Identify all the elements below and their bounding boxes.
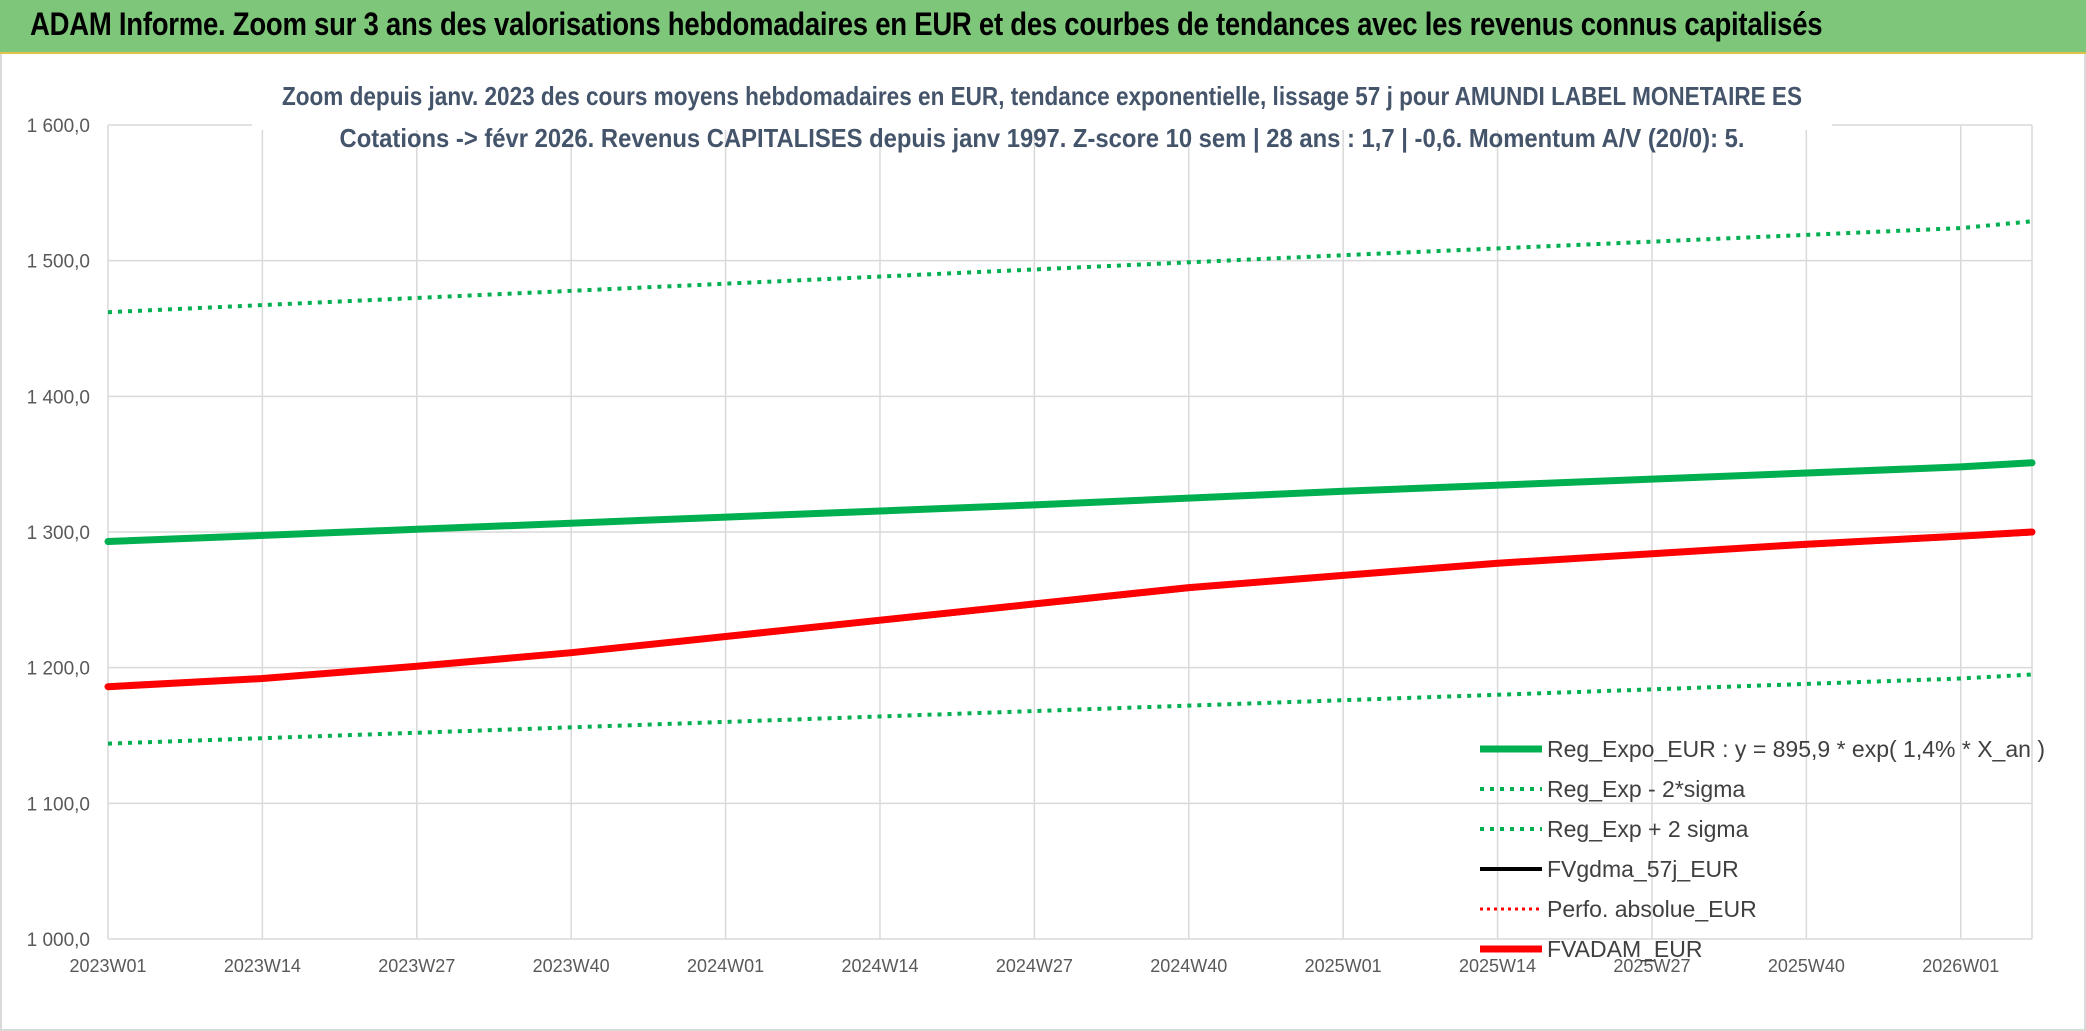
legend: Reg_Expo_EUR : y = 895,9 * exp( 1,4% * X…: [1480, 736, 2045, 962]
y-tick-label: 1 300,0: [27, 523, 90, 544]
legend-label: FVgdma_57j_EUR: [1547, 856, 1739, 882]
x-tick-label: 2024W01: [687, 956, 764, 976]
line-chart: 1 000,0 1 100,0 1 200,0 1 300,0 1 400,0 1 500…: [27, 54, 2045, 976]
series-line-1: [104, 459, 2036, 545]
x-tick-label: 2025W40: [1768, 956, 1845, 976]
chart-grid: [107, 124, 2033, 940]
x-tick-label: 2023W27: [378, 956, 455, 976]
y-tick-label: 1 600,0: [27, 116, 90, 137]
y-axis: 1 000,0 1 100,0 1 200,0 1 300,0 1 400,0 1 500…: [27, 116, 90, 951]
legend-label: Reg_Exp - 2*sigma: [1547, 776, 1745, 802]
series-line-5: [107, 530, 2033, 689]
series-line-6: [104, 528, 2036, 691]
x-tick-label: 2024W40: [1150, 956, 1227, 976]
legend-label: Perfo. absolue_EUR: [1547, 896, 1757, 922]
y-tick-label: 1 200,0: [27, 659, 90, 680]
series-line-3: [107, 219, 2033, 315]
y-tick-label: 1 400,0: [27, 387, 90, 408]
legend-label: Reg_Exp + 2 sigma: [1547, 816, 1749, 842]
x-tick-label: 2025W01: [1305, 956, 1382, 976]
x-tick-label: 2025W27: [1613, 956, 1690, 976]
series-lines: [104, 219, 2036, 746]
chart-subtitle: Cotations -> févr 2026. Revenus CAPITALI…: [340, 123, 1745, 153]
y-tick-label: 1 500,0: [27, 252, 90, 273]
y-tick-label: 1 100,0: [27, 794, 90, 815]
y-tick-label: 1 000,0: [27, 930, 90, 951]
x-tick-label: 2024W27: [996, 956, 1073, 976]
chart-title: Zoom depuis janv. 2023 des cours moyens …: [282, 81, 1802, 111]
x-tick-label: 2023W01: [69, 956, 146, 976]
title-background: [252, 54, 1832, 130]
x-tick-label: 2024W14: [841, 956, 918, 976]
chart-titles: Zoom depuis janv. 2023 des cours moyens …: [252, 54, 1832, 153]
legend-label: FVADAM_EUR: [1547, 936, 1703, 962]
report-title: ADAM Informe. Zoom sur 3 ans des valoris…: [30, 6, 1823, 42]
x-tick-label: 2023W40: [533, 956, 610, 976]
x-tick-label: 2023W14: [224, 956, 301, 976]
chart-frame: 1 000,0 1 100,0 1 200,0 1 300,0 1 400,0 1 500…: [0, 54, 2086, 1031]
report-banner: ADAM Informe. Zoom sur 3 ans des valoris…: [0, 0, 2086, 54]
x-tick-label: 2026W01: [1922, 956, 1999, 976]
x-axis: 2023W01 2023W14 2023W27 2023W40 2024W01 2024W…: [69, 956, 1999, 976]
series-line-4: [106, 531, 2034, 689]
series-line-2: [107, 672, 2033, 746]
legend-label: Reg_Expo_EUR : y = 895,9 * exp( 1,4% * X…: [1547, 736, 2045, 762]
x-tick-label: 2025W14: [1459, 956, 1536, 976]
